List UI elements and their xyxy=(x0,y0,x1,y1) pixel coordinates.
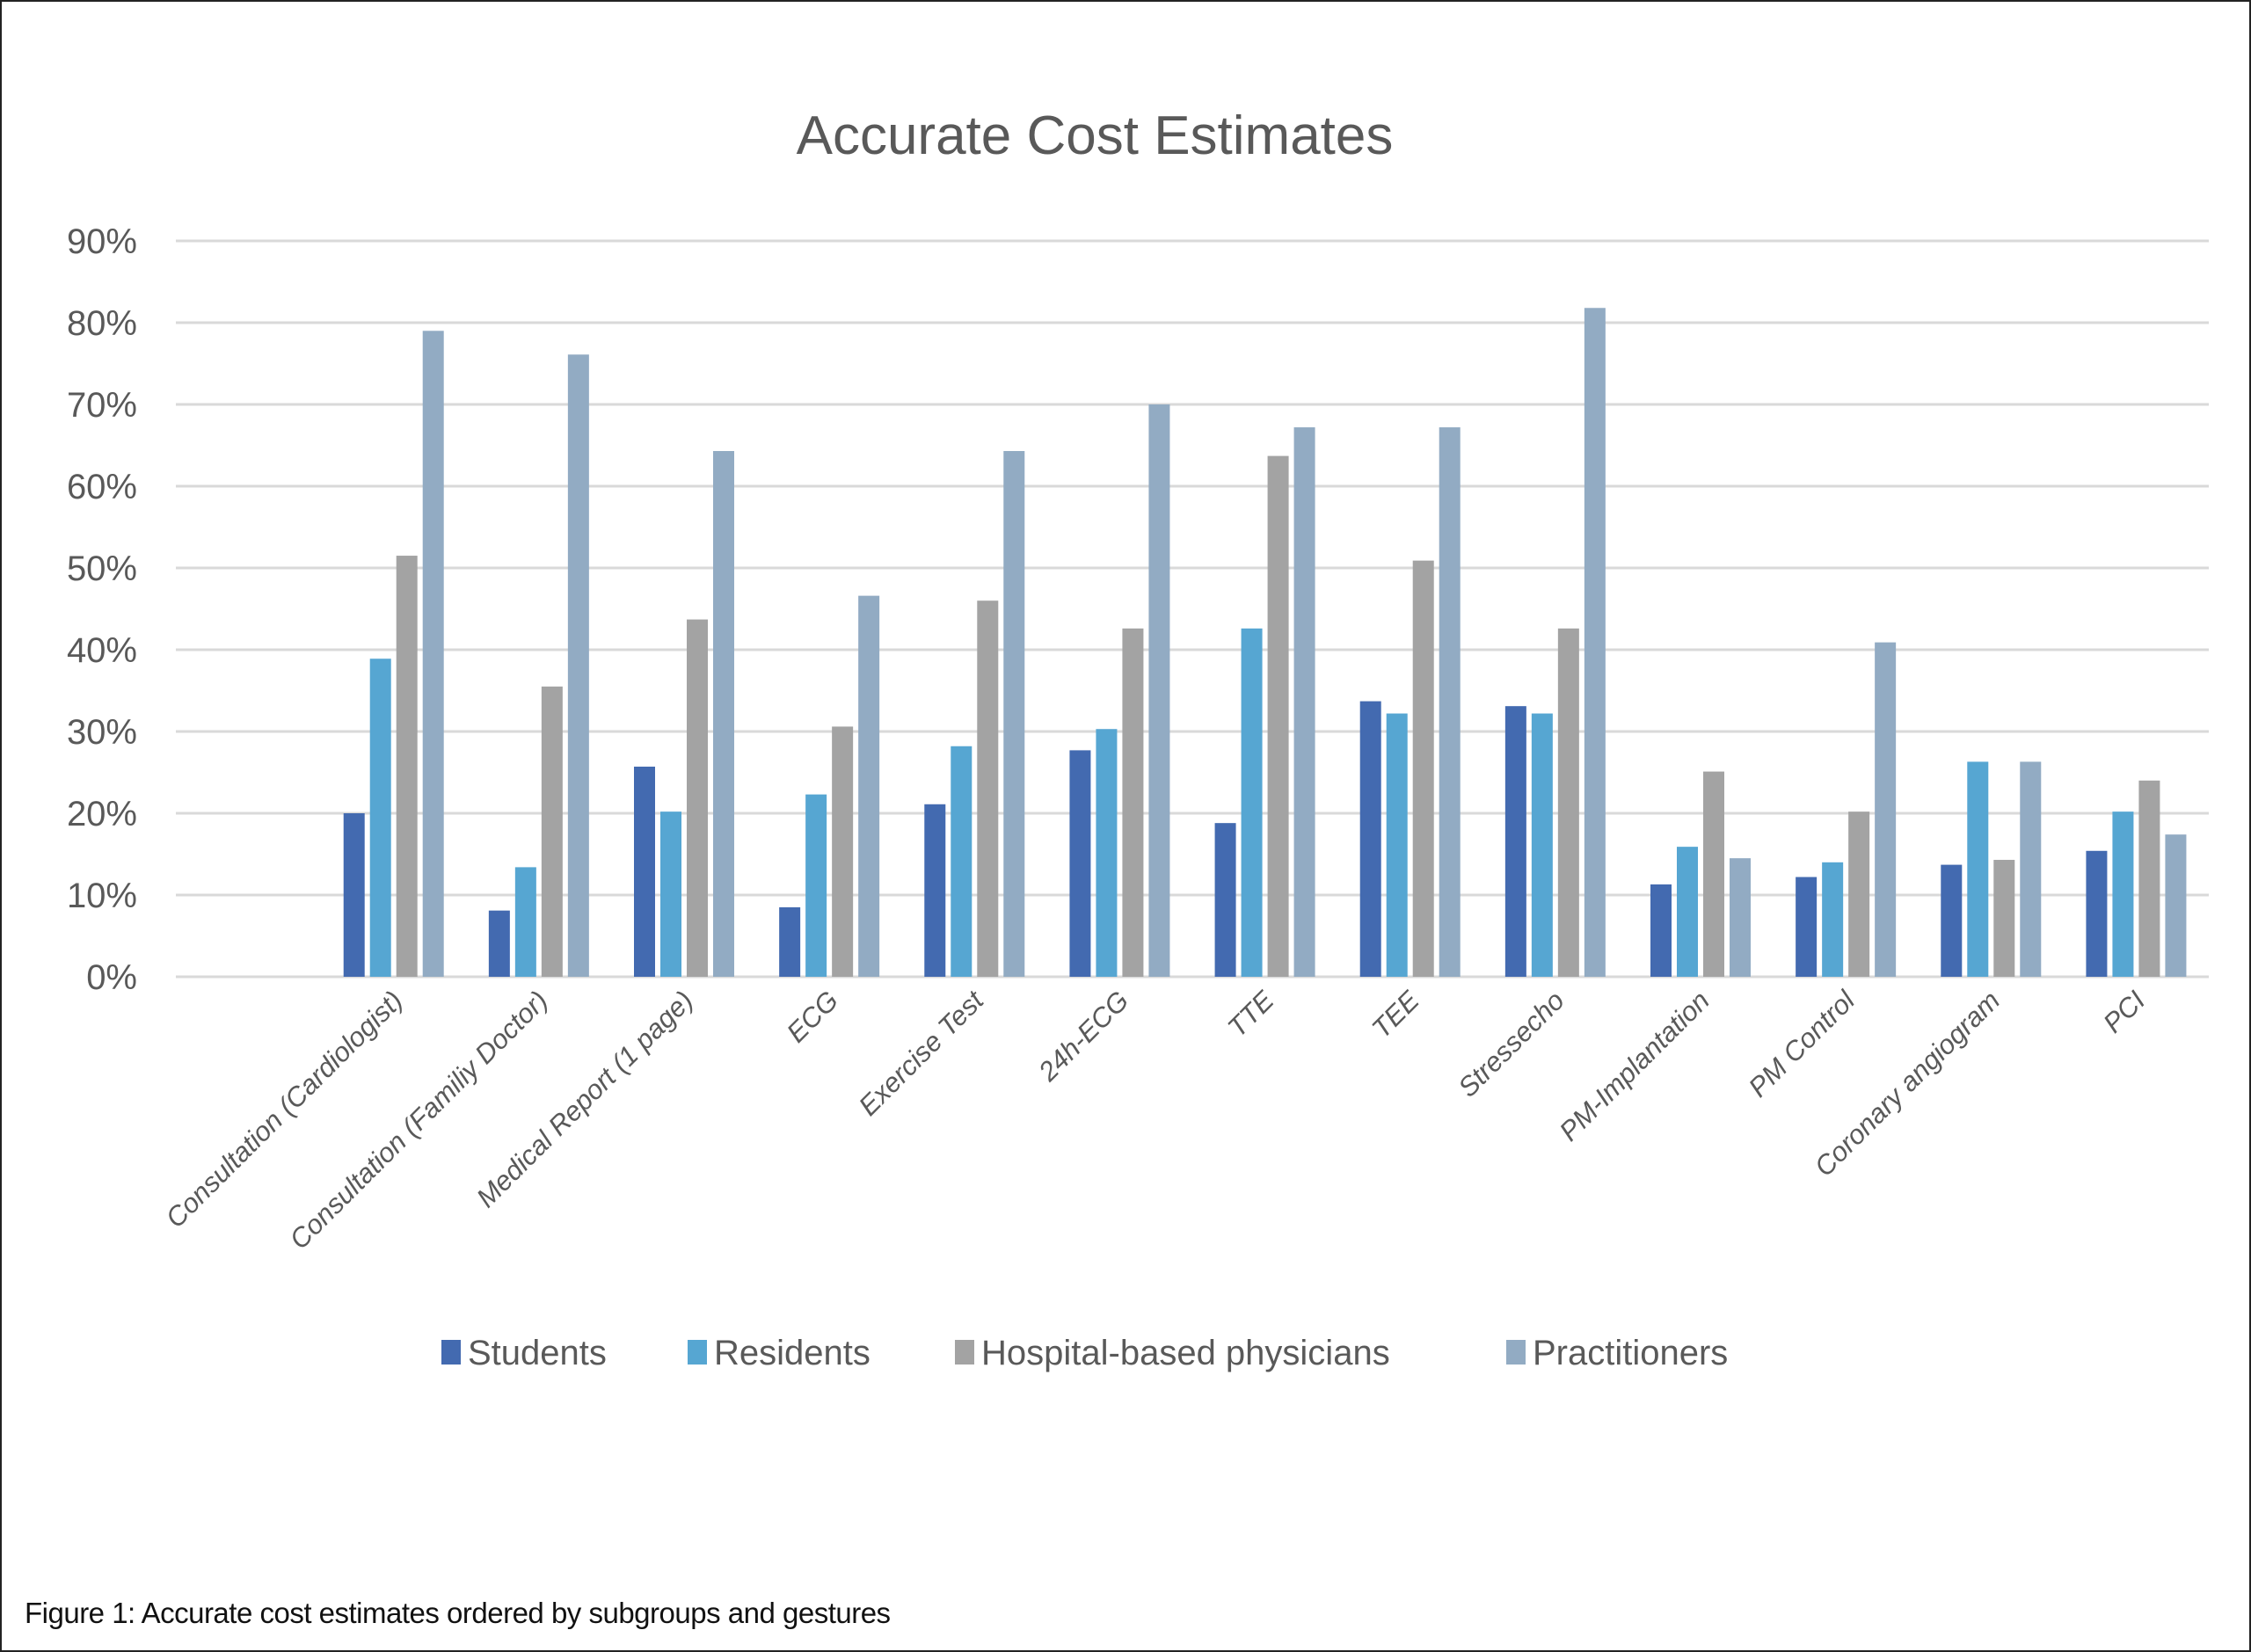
figure-caption: Figure 1: Accurate cost estimates ordere… xyxy=(25,1597,891,1629)
bar-residents xyxy=(1967,761,1989,977)
y-tick-label: 60% xyxy=(67,468,137,506)
legend-swatch xyxy=(688,1340,707,1365)
bar-students xyxy=(1214,823,1236,977)
y-tick-label: 80% xyxy=(67,304,137,343)
x-tick-label: PCI xyxy=(2097,985,2152,1039)
bar-students xyxy=(1941,864,1963,977)
y-tick-label: 50% xyxy=(67,549,137,588)
bar-hospital-based-physicians xyxy=(541,686,563,977)
bar-practitioners xyxy=(422,331,444,977)
bar-residents xyxy=(514,867,536,977)
y-tick-label: 90% xyxy=(67,222,137,261)
bar-hospital-based-physicians xyxy=(1412,560,1434,977)
x-tick-label: Stressecho xyxy=(1452,985,1570,1103)
bar-residents xyxy=(1096,729,1118,977)
bar-hospital-based-physicians xyxy=(832,726,854,977)
x-tick-label: ECG xyxy=(781,985,844,1048)
bar-residents xyxy=(2112,811,2134,977)
y-tick-label: 70% xyxy=(67,386,137,425)
bar-hospital-based-physicians xyxy=(1122,628,1144,977)
bar-students xyxy=(924,804,946,977)
chart-title: Accurate Cost Estimates xyxy=(797,106,1394,166)
bar-practitioners xyxy=(1584,308,1606,977)
bar-practitioners xyxy=(1293,427,1315,977)
y-tick-label: 30% xyxy=(67,713,137,752)
bar-students xyxy=(1796,877,1818,977)
bar-students xyxy=(488,910,510,977)
bar-hospital-based-physicians xyxy=(1703,771,1724,977)
bar-residents xyxy=(660,811,681,977)
bar-students xyxy=(1069,750,1091,977)
x-tick-label: Consultation (Familiy Doctor) xyxy=(283,985,553,1255)
legend-label: Residents xyxy=(714,1334,871,1372)
x-tick-label: PM-Implantation xyxy=(1554,985,1716,1146)
bar-hospital-based-physicians xyxy=(2138,780,2160,977)
y-axis-tick-labels: 0% 10% 20% 30% 40% 50% 60% 70% 80% 90% xyxy=(67,222,137,997)
x-tick-label: 24h-ECG xyxy=(1032,985,1135,1088)
bar-practitioners xyxy=(1730,858,1751,977)
legend-swatch xyxy=(955,1340,974,1365)
bar-hospital-based-physicians xyxy=(1557,628,1579,977)
bar-students xyxy=(1359,701,1381,977)
y-tick-label: 0% xyxy=(86,958,137,997)
bar-students xyxy=(2086,850,2108,977)
bar-residents xyxy=(1822,862,1844,977)
bar-students xyxy=(1504,706,1526,977)
bar-residents xyxy=(1241,628,1263,977)
x-tick-label: Exercise Test xyxy=(853,984,990,1121)
x-tick-label: TEE xyxy=(1366,985,1425,1044)
legend-swatch xyxy=(441,1340,461,1365)
bar-hospital-based-physicians xyxy=(977,600,999,977)
bar-practitioners xyxy=(713,451,734,977)
x-tick-label: Consultation (Cardiologist) xyxy=(160,985,409,1234)
bar-practitioners xyxy=(1003,451,1025,977)
bar-practitioners xyxy=(567,354,589,977)
bar-practitioners xyxy=(2020,761,2042,977)
bar-residents xyxy=(1386,713,1408,977)
bar-practitioners xyxy=(1439,427,1461,977)
gridlines xyxy=(176,239,2209,979)
bar-residents xyxy=(1677,847,1698,977)
bar-residents xyxy=(951,746,973,977)
bar-students xyxy=(779,906,801,977)
legend: Students Residents Hospital-based physicia… xyxy=(441,1334,1728,1372)
x-tick-label: TTE xyxy=(1221,985,1279,1043)
bar-hospital-based-physicians xyxy=(1848,811,1870,977)
bar-practitioners xyxy=(2165,834,2187,977)
legend-label: Hospital-based physicians xyxy=(981,1334,1390,1372)
x-tick-label: PM Control xyxy=(1743,984,1861,1103)
legend-label: Practitioners xyxy=(1533,1334,1728,1372)
x-axis-tick-labels: Consultation (Cardiologist)Consultation … xyxy=(160,984,2152,1255)
y-tick-label: 10% xyxy=(67,877,137,915)
legend-label: Students xyxy=(468,1334,607,1372)
bar-practitioners xyxy=(858,595,880,977)
bar-students xyxy=(634,766,655,977)
y-tick-label: 20% xyxy=(67,795,137,833)
bar-hospital-based-physicians xyxy=(1267,455,1289,977)
bar-practitioners xyxy=(1148,404,1170,977)
bar-practitioners xyxy=(1875,642,1897,977)
bar-residents xyxy=(805,794,827,977)
bar-residents xyxy=(1531,713,1553,977)
bar-hospital-based-physicians xyxy=(396,556,418,977)
y-tick-label: 40% xyxy=(67,631,137,670)
bar-hospital-based-physicians xyxy=(1993,860,2015,977)
bar-students xyxy=(1650,884,1672,977)
bar-hospital-based-physicians xyxy=(687,619,708,977)
bar-residents xyxy=(369,659,391,977)
legend-swatch xyxy=(1506,1340,1526,1365)
bars xyxy=(343,308,2187,977)
bar-students xyxy=(343,813,365,977)
